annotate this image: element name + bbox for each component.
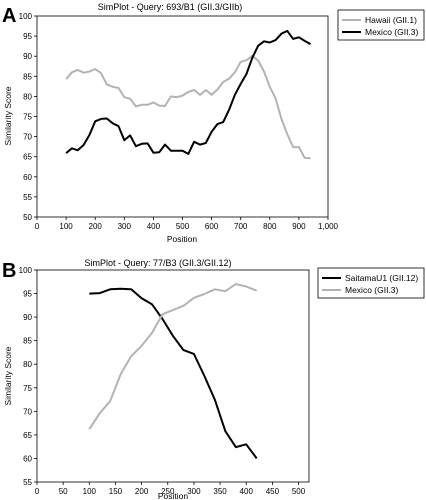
y-tick-label: 55 [23,193,32,202]
panel-letter-b: B [2,260,16,282]
y-tick-label: 90 [23,52,32,61]
x-tick-label: 350 [213,487,227,496]
legend-box [317,267,425,299]
x-tick-label: 700 [234,222,248,231]
y-tick-label: 95 [23,32,32,41]
x-tick-label: 300 [118,222,132,231]
legend-box [337,9,425,41]
x-tick-label: 200 [135,487,149,496]
y-tick-label: 70 [23,407,32,416]
x-tick-label: 500 [292,487,306,496]
y-tick-label: 65 [23,431,32,440]
legend: SaitamaU1 (GII.12) Mexico (GII.3) [317,267,425,299]
x-tick-label: 600 [205,222,219,231]
chart-title: SimPlot - Query: 693/B1 (GII.3/GIIb) [98,2,243,12]
y-tick-label: 55 [23,478,32,487]
series-line [65,54,311,160]
series-lines [88,283,258,459]
panel-letter-a: A [2,5,16,27]
x-tick-label: 150 [109,487,123,496]
y-tick-label: 80 [23,360,32,369]
y-tick-label: 85 [23,337,32,346]
y-tick-label: 60 [23,173,32,182]
x-tick-label: 400 [240,487,254,496]
axis-ticks: 50 55 60 65 70 75 80 85 90 95 100 0 100 200 300 400 500 6… [19,12,339,231]
x-tick-label: 200 [89,222,103,231]
x-axis-label: Position [167,234,198,244]
series-line [65,29,311,155]
chart-title: SimPlot - Query: 77/B3 (GII.3/GII.12) [84,258,231,268]
legend-label: Mexico (GII.3) [365,27,419,37]
x-tick-label: 500 [176,222,190,231]
legend-label: Mexico (GII.3) [345,285,399,295]
legend: Hawaii (GII.1) Mexico (GII.3) [337,9,425,41]
y-tick-label: 95 [23,290,32,299]
axis-ticks: 55 60 65 70 75 80 85 90 95 100 0 50 100 150 200 250 300 3… [19,266,306,496]
y-axis-label: Similarity Score [3,86,13,145]
chart-panel-a: A SimPlot - Query: 693/B1 (GII.3/GIIb) 5… [2,2,425,244]
x-tick-label: 100 [83,487,97,496]
x-tick-label: 300 [187,487,201,496]
y-tick-label: 100 [19,266,33,275]
y-tick-label: 65 [23,153,32,162]
series-line [88,283,258,430]
y-tick-label: 60 [23,454,32,463]
y-tick-label: 100 [19,12,33,21]
y-tick-label: 75 [23,384,32,393]
y-axis-label: Similarity Score [3,346,13,405]
plot-frame [36,269,310,483]
series-line [89,287,258,459]
x-tick-label: 400 [147,222,161,231]
y-tick-label: 80 [23,92,32,101]
x-tick-label: 50 [59,487,68,496]
x-axis-label: Position [158,491,189,500]
x-tick-label: 900 [292,222,306,231]
series-lines [65,29,311,160]
x-tick-label: 800 [263,222,277,231]
legend-label: Hawaii (GII.1) [365,15,417,25]
x-tick-label: 250 [161,487,175,496]
y-tick-label: 75 [23,113,32,122]
y-tick-label: 70 [23,133,32,142]
y-tick-label: 90 [23,313,32,322]
y-tick-label: 50 [23,213,32,222]
y-tick-label: 85 [23,72,32,81]
chart-panel-b: B SimPlot - Query: 77/B3 (GII.3/GII.12) … [2,258,425,500]
x-tick-label: 1,000 [318,222,339,231]
x-tick-label: 0 [35,487,40,496]
x-tick-label: 0 [35,222,40,231]
x-tick-label: 100 [59,222,73,231]
plot-frame [36,15,329,218]
legend-label: SaitamaU1 (GII.12) [345,273,418,283]
x-tick-label: 450 [266,487,280,496]
